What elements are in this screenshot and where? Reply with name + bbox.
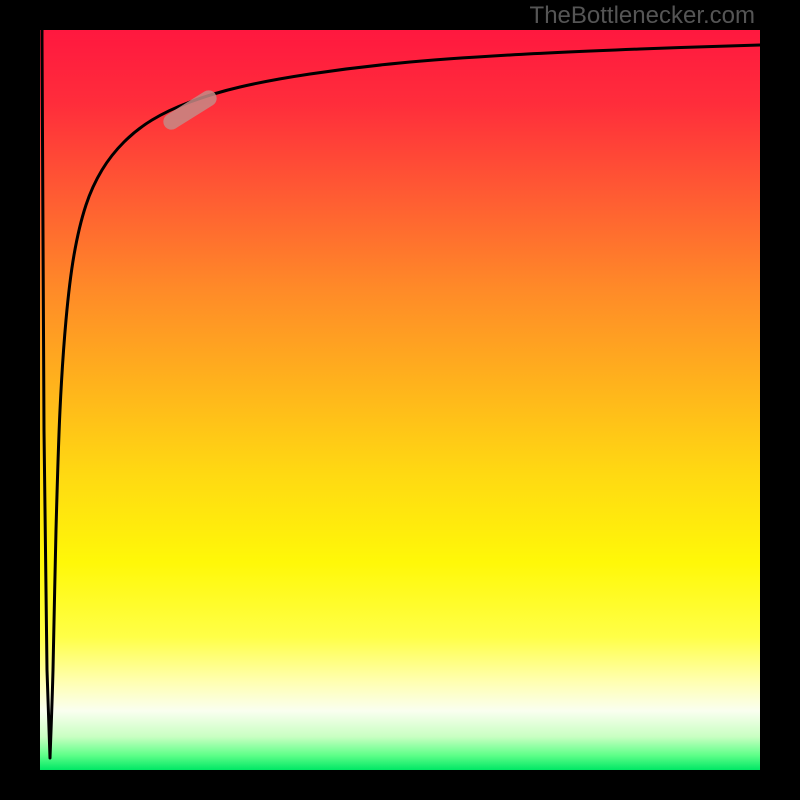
main-curve [42,30,760,758]
frame-border-left [0,0,40,800]
watermark-text: TheBottlenecker.com [530,2,755,30]
plot-area [40,30,760,770]
frame-border-right [760,0,800,800]
chart-container: TheBottlenecker.com [0,0,800,800]
frame-border-bottom [0,770,800,800]
curve-svg [40,30,760,770]
